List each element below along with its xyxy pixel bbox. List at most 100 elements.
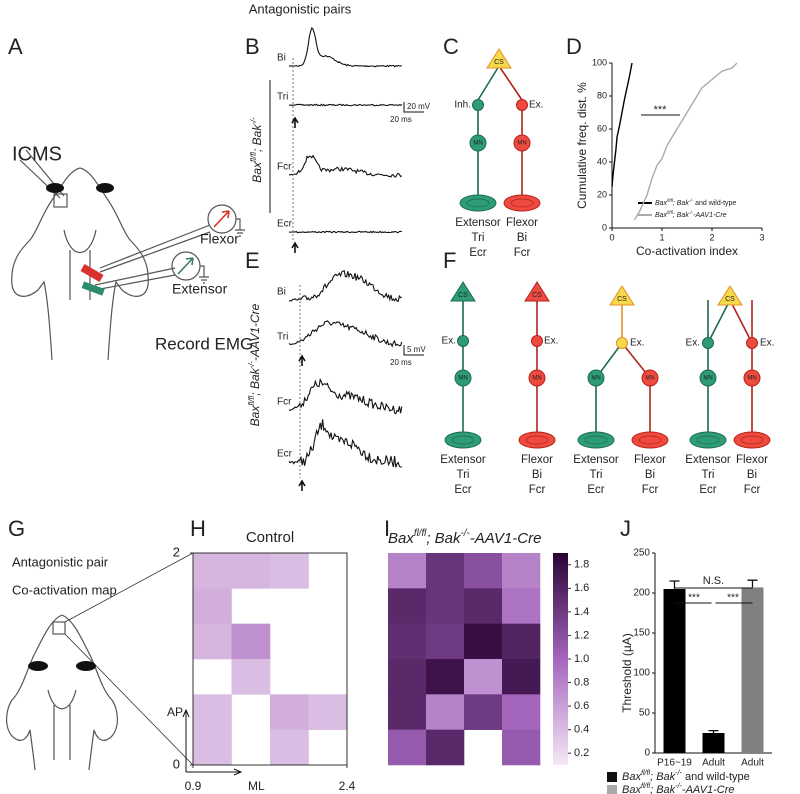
cs-label: CS [725,296,735,303]
heat-cell [426,623,465,660]
x-tick-label: 1 [659,232,664,242]
g-text: Antagonistic pair [12,554,109,569]
panel-letter: J [620,516,631,541]
heat-cell [388,588,427,624]
text-run: -/- [675,782,682,790]
interneuron [746,337,758,349]
heat-cell [388,659,427,695]
emg-trace [288,269,402,303]
heat-cell [426,588,465,624]
panel-letter: D [566,34,582,59]
muscle-label: Ecr [469,247,486,259]
annotation: *** [654,104,668,116]
mouse-drawing-g [6,552,194,771]
scale-label: 20 ms [390,358,412,367]
panel-letter: H [190,516,206,541]
annotation: *** [688,593,700,604]
motoneuron [587,369,605,387]
panel-letter: C [443,34,459,59]
trace-label: Bi [277,53,286,64]
flexor-electrode [80,264,104,282]
y-tick-label: 80 [597,90,607,100]
legend-swatch [607,772,617,782]
muscle-inner [696,435,720,445]
colorbar-tick-label: 1.2 [574,629,589,641]
panel-letter: E [245,248,260,273]
connection [498,65,523,101]
heat-cell [308,694,348,730]
interneuron [616,337,628,349]
muscle-label: Tri [590,469,603,481]
legend-label: Baxfl/fl; Bak-/--AAV1-Cre [622,782,735,794]
text-run: fl/fl [667,210,674,215]
text-run: -/- [675,769,682,777]
text-run: ; Bak [650,784,676,794]
muscle-label: Ecr [454,484,471,496]
interneuron [457,335,469,347]
muscle-label: Fcr [744,484,761,496]
text-run: Bax [248,405,262,427]
text-run: fl/fl [247,395,256,405]
mn-label: MN [703,376,712,382]
heat-cell [426,694,465,730]
panel-letter: G [8,516,25,541]
scale-label: 20 mV [407,102,431,111]
heat-cell [502,659,541,695]
heat-cell [193,623,232,660]
heat-cell [502,623,541,660]
muscle-inner [451,435,475,445]
extensor-label: Extensor [172,281,228,297]
text-run: -/- [247,361,256,369]
heat-cell [231,623,271,660]
bar [702,733,725,753]
connection [477,65,500,101]
muscle-label: Flexor [521,454,553,466]
colorbar-tick-label: 1.0 [574,653,589,665]
muscle-inner [584,435,608,445]
heat-cell [193,553,232,589]
y-tick-label: 100 [592,57,607,67]
text-run: fl/fl [414,528,427,539]
flexor-arrow [213,210,230,228]
annotation: *** [727,593,739,604]
mn-label: MN [517,141,526,147]
x-axis-label: Co-activation index [636,244,738,258]
interneuron [702,337,714,349]
heat-cell [502,588,541,624]
y-tick-label: 40 [597,156,607,166]
ex-label: Ex. [760,338,774,349]
cs-triangle [524,281,550,302]
heat-cell [388,729,427,766]
y-tick-label: 200 [633,588,650,599]
y-tick-label: 60 [597,123,607,133]
mn-label: MN [473,141,482,147]
record-label: Record EMG [155,334,253,353]
ex-label: Ex. [630,338,644,349]
extensor-electrode [81,281,105,296]
mouse-drawing-a [11,149,245,361]
mn-label: MN [747,376,756,382]
muscle [444,431,482,449]
x-tick-label: 0.9 [185,779,202,793]
mn-label: MN [645,376,654,382]
stim-arrow [291,241,299,253]
text-run: -/- [689,210,694,215]
text-run: -AAV1-Cre [248,303,262,361]
panel-letter: F [443,248,456,273]
legend-label: Baxfl/fl; Bak-/- and wild-type [655,198,736,207]
x-tick-label: 2.4 [339,779,356,793]
muscle-label: Extensor [455,217,501,229]
trace-label: Bi [277,287,286,298]
x-tick-label: P16~19 [657,758,692,769]
colorbar-tick-label: 0.8 [574,676,589,688]
stim-arrow [298,479,306,491]
heat-cell [193,729,232,766]
muscle-label: Fcr [514,247,531,259]
muscle-label: Bi [532,469,542,481]
text-run: Bax [622,784,641,794]
x-tick-label: Adult [741,758,764,769]
text-run: ; Bak [650,771,676,783]
muscle-label: Tri [457,469,470,481]
y-tick-label: 0 [602,222,607,232]
